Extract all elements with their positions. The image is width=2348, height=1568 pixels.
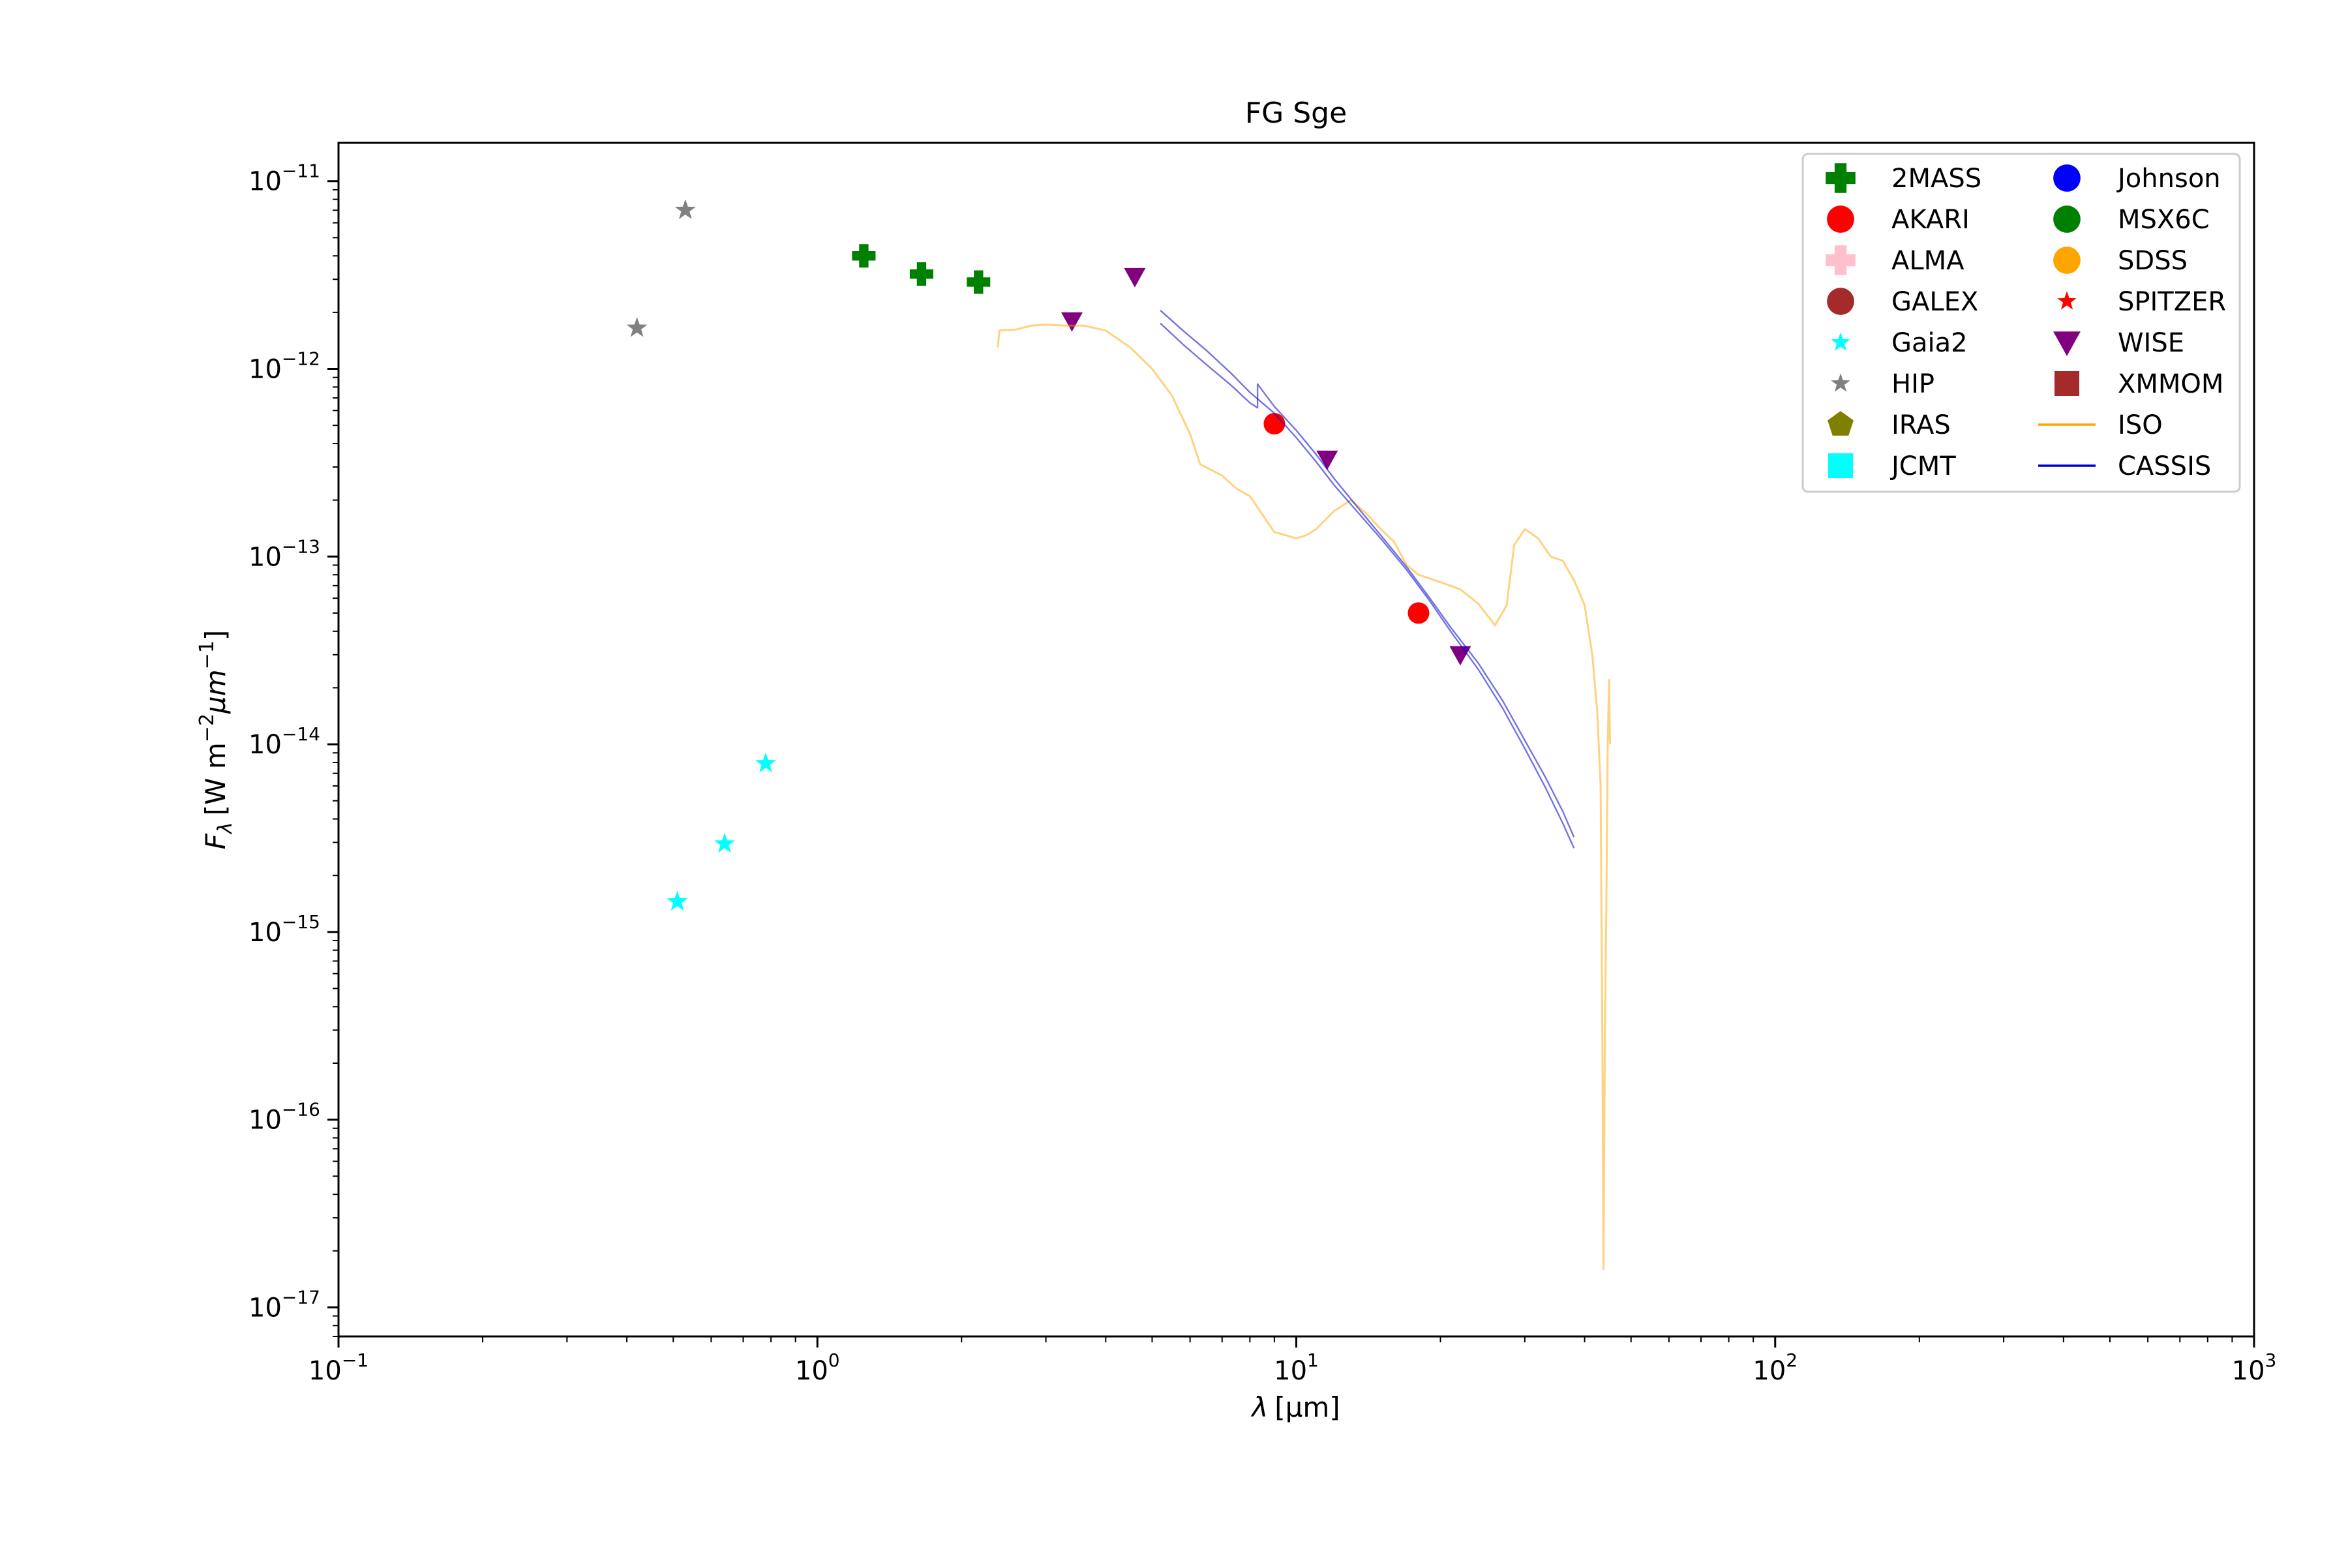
legend-item-jcmt: JCMT: [1828, 451, 1956, 481]
x-axis-ticks: 10−1 100 101 102 103: [309, 1336, 2276, 1386]
legend-label: HIP: [1891, 369, 1934, 399]
legend-item-akari: AKARI: [1827, 205, 1970, 235]
legend-item-iso: ISO: [2038, 410, 2163, 440]
legend-label: Johnson: [2116, 164, 2221, 194]
plot-area: [626, 199, 1611, 1271]
legend-item-spitzer: SPITZER: [2057, 287, 2226, 317]
hip-point: [626, 317, 648, 337]
series-2mass: [852, 244, 991, 294]
legend-marker: [1826, 163, 1856, 193]
legend-item-galex: GALEX: [1827, 287, 1978, 317]
2mass-point: [852, 244, 876, 268]
gaia2-point: [755, 752, 776, 773]
legend: 2MASS AKARI ALMA GALEX Gaia2 HIP IRAS JCMT Johns…: [1801, 153, 2241, 493]
x-tick-label: 103: [2232, 1349, 2277, 1386]
legend-marker: [1827, 288, 1854, 315]
legend-label: MSX6C: [2118, 205, 2210, 235]
legend-item-sdss: SDSS: [2053, 246, 2188, 276]
legend-marker: [2057, 291, 2077, 310]
wise-point: [1124, 267, 1146, 288]
legend-label: IRAS: [1891, 410, 1951, 440]
legend-marker: [2054, 371, 2079, 396]
hip-point: [674, 199, 696, 219]
legend-marker: [2053, 164, 2081, 192]
legend-item-johnson: Johnson: [2053, 164, 2221, 194]
y-axis-ticks: 10−17 10−16 10−15 10−14 10−13 10−12 10−11: [248, 160, 339, 1337]
legend-label: ISO: [2118, 410, 2163, 440]
legend-label: CASSIS: [2118, 451, 2211, 481]
legend-item-alma: ALMA: [1826, 245, 1964, 276]
iso-spectrum-line: [997, 324, 1611, 1271]
y-axis-label: Fλ[W m−2μm−1]: [196, 630, 237, 850]
akari-point: [1263, 413, 1286, 435]
legend-item-cassis: CASSIS: [2038, 451, 2211, 481]
y-tick-label: 10−15: [248, 911, 320, 948]
legend-label: XMMOM: [2118, 369, 2223, 399]
legend-marker: [2053, 205, 2081, 233]
akari-point: [1407, 602, 1430, 624]
wise-point: [1061, 312, 1083, 332]
legend-marker: [1828, 453, 1853, 478]
series-hip: [626, 199, 696, 337]
x-tick-label: 10−1: [309, 1349, 369, 1386]
y-tick-label: 10−11: [248, 160, 320, 197]
chart-title: FG Sge: [1245, 97, 1347, 130]
legend-label: SDSS: [2118, 246, 2188, 276]
2mass-point: [967, 270, 991, 294]
y-tick-label: 10−12: [248, 348, 320, 385]
gaia2-point: [667, 890, 688, 911]
x-tick-label: 101: [1274, 1349, 1319, 1386]
legend-marker: [1831, 332, 1850, 351]
legend-item-hip: HIP: [1831, 369, 1934, 399]
series-wise: [1061, 267, 1471, 666]
legend-item-iras: IRAS: [1828, 410, 1951, 440]
legend-box: [1801, 153, 2241, 493]
legend-marker: [2053, 331, 2081, 356]
legend-label: AKARI: [1891, 205, 1970, 235]
legend-item-xmmom: XMMOM: [2054, 369, 2223, 399]
legend-label: SPITZER: [2118, 287, 2226, 317]
legend-marker: [2053, 247, 2081, 274]
y-tick-label: 10−13: [248, 535, 320, 572]
series-akari: [1263, 413, 1430, 624]
y-tick-label: 10−14: [248, 723, 320, 760]
series-gaia2: [667, 752, 776, 911]
legend-item-2mass: 2MASS: [1826, 163, 1981, 194]
x-tick-label: 100: [795, 1349, 840, 1386]
legend-marker: [1827, 205, 1854, 233]
legend-marker: [1828, 411, 1854, 436]
legend-label: GALEX: [1891, 287, 1978, 317]
legend-item-msx6c: MSX6C: [2053, 205, 2210, 235]
legend-label: JCMT: [1889, 451, 1956, 481]
gaia2-point: [714, 832, 735, 853]
legend-label: ALMA: [1891, 246, 1964, 276]
cassis-spectrum-line-b: [1160, 322, 1575, 837]
2mass-point: [909, 262, 933, 286]
legend-label: 2MASS: [1891, 164, 1981, 194]
legend-label: Gaia2: [1891, 328, 1968, 358]
series-iso: [997, 324, 1611, 1271]
legend-item-gaia2: Gaia2: [1831, 328, 1968, 358]
legend-marker: [1831, 373, 1850, 392]
x-axis-label: λ [μm]: [1250, 1391, 1340, 1423]
y-tick-label: 10−16: [248, 1099, 320, 1136]
legend-marker: [1826, 245, 1856, 275]
legend-label: WISE: [2118, 328, 2184, 358]
legend-item-wise: WISE: [2053, 328, 2184, 358]
cassis-spectrum-line: [1160, 309, 1575, 849]
x-tick-label: 102: [1753, 1349, 1798, 1386]
wise-point: [1316, 450, 1338, 470]
series-cassis: [1160, 309, 1575, 849]
y-tick-label: 10−17: [248, 1286, 320, 1323]
